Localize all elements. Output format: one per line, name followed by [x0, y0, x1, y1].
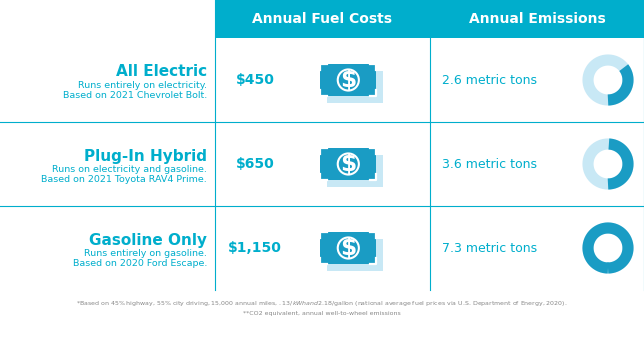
Text: $: $ — [340, 153, 356, 176]
Text: 2.6 metric tons: 2.6 metric tons — [442, 73, 537, 86]
Text: $: $ — [340, 69, 356, 92]
Text: *Based on 45% highway, 55% city driving, 15,000 annual miles, $.13/kWh and $2.18: *Based on 45% highway, 55% city driving,… — [76, 299, 568, 308]
Text: Based on 2020 Ford Escape.: Based on 2020 Ford Escape. — [73, 259, 207, 268]
Text: 3.6 metric tons: 3.6 metric tons — [442, 157, 537, 170]
Text: Based on 2021 Toyota RAV4 Prime.: Based on 2021 Toyota RAV4 Prime. — [41, 175, 207, 184]
Text: $1,150: $1,150 — [228, 241, 282, 255]
Text: Plug-In Hybrid: Plug-In Hybrid — [84, 149, 207, 164]
FancyBboxPatch shape — [430, 0, 644, 38]
Text: Runs entirely on gasoline.: Runs entirely on gasoline. — [84, 249, 207, 259]
Circle shape — [337, 69, 359, 91]
FancyBboxPatch shape — [327, 155, 383, 187]
FancyBboxPatch shape — [320, 148, 376, 180]
Circle shape — [337, 237, 359, 259]
FancyBboxPatch shape — [320, 64, 376, 96]
Text: Gasoline Only: Gasoline Only — [89, 233, 207, 248]
FancyBboxPatch shape — [327, 239, 383, 271]
Text: Annual Fuel Costs: Annual Fuel Costs — [252, 12, 392, 26]
Text: **CO2 equivalent, annual well-to-wheel emissions: **CO2 equivalent, annual well-to-wheel e… — [243, 311, 401, 317]
Circle shape — [337, 153, 359, 175]
Text: Based on 2021 Chevrolet Bolt.: Based on 2021 Chevrolet Bolt. — [62, 91, 207, 99]
Text: $650: $650 — [236, 157, 274, 171]
Text: $450: $450 — [236, 73, 274, 87]
FancyBboxPatch shape — [320, 232, 376, 264]
Text: All Electric: All Electric — [116, 64, 207, 80]
Text: Runs entirely on electricity.: Runs entirely on electricity. — [78, 82, 207, 91]
FancyBboxPatch shape — [327, 71, 383, 103]
Text: $: $ — [340, 237, 356, 260]
Text: 7.3 metric tons: 7.3 metric tons — [442, 241, 537, 255]
FancyBboxPatch shape — [215, 0, 430, 38]
Text: Annual Emissions: Annual Emissions — [469, 12, 605, 26]
Text: Runs on electricity and gasoline.: Runs on electricity and gasoline. — [52, 166, 207, 175]
